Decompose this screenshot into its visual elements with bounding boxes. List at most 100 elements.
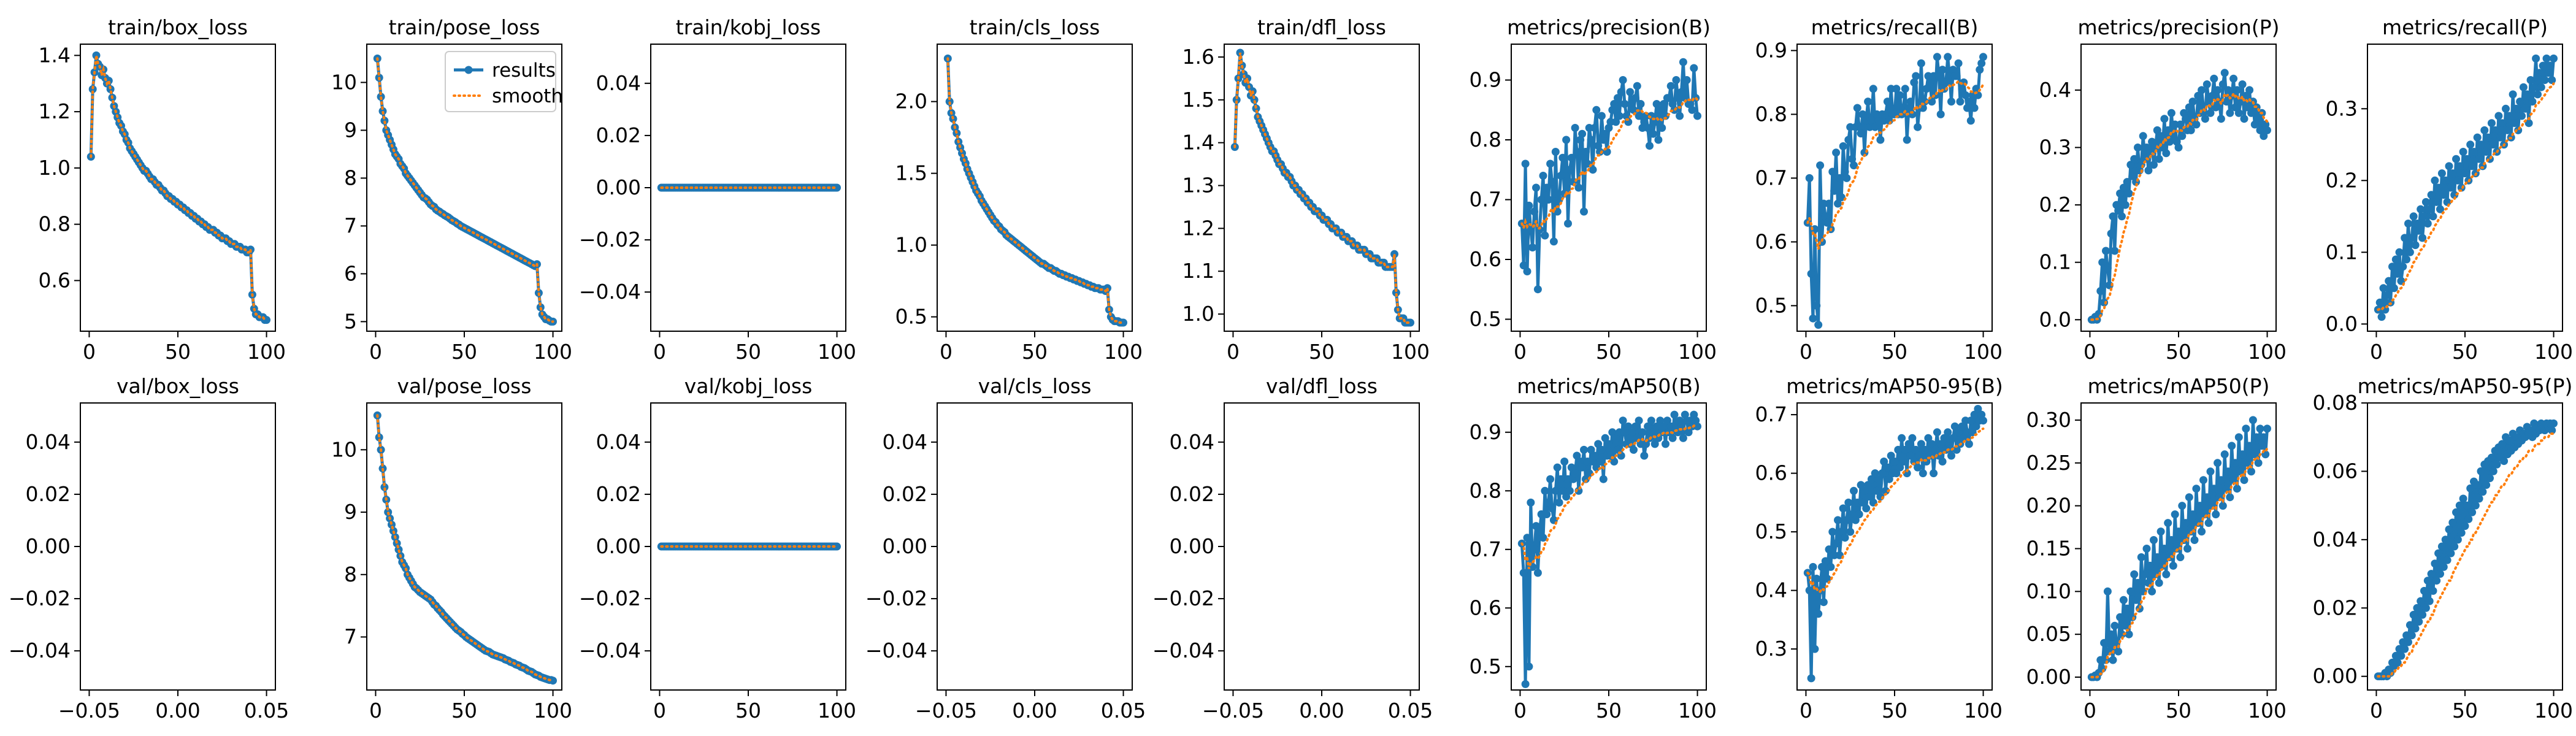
data-point: [2192, 120, 2201, 129]
data-point: [1660, 422, 1668, 431]
data-point: [2185, 493, 2193, 502]
data-point: [1635, 112, 1643, 120]
x-tick-label: 0: [1227, 340, 1240, 364]
data-point: [1931, 445, 1939, 454]
data-point: [1528, 243, 1537, 251]
x-tick-label: 0: [2083, 699, 2096, 723]
data-point: [2464, 515, 2473, 523]
y-tick-label: 1.4: [39, 43, 71, 67]
data-point: [2480, 126, 2489, 134]
data-point: [2463, 501, 2471, 510]
y-tick-label: −0.02: [9, 586, 71, 610]
x-tick-label: 0: [1514, 699, 1527, 723]
y-tick-label: 0.6: [39, 268, 71, 292]
data-point: [2448, 169, 2457, 178]
data-point: [2484, 133, 2493, 142]
data-point: [1841, 534, 1849, 542]
data-point: [1578, 129, 1587, 138]
data-point: [1949, 66, 1957, 74]
y-tick-label: −0.02: [1152, 586, 1214, 610]
y-tick-label: 0.5: [895, 305, 927, 329]
data-point: [1850, 486, 1858, 495]
data-point: [2383, 291, 2391, 299]
data-point: [1549, 237, 1558, 246]
data-point: [2429, 586, 2437, 595]
data-point: [1972, 422, 1980, 431]
data-point: [2478, 488, 2487, 496]
y-tick-label: 0.5: [1755, 519, 1787, 543]
data-point: [2539, 61, 2547, 70]
data-point: [1979, 53, 1987, 61]
data-point: [1841, 167, 1849, 176]
data-point: [2546, 61, 2555, 70]
data-point: [2418, 234, 2427, 242]
data-point: [1825, 545, 1833, 554]
data-point: [2466, 484, 2475, 493]
axes-frame: [937, 402, 1133, 691]
data-point: [1834, 199, 1842, 208]
data-point: [1543, 510, 1551, 518]
y-tick-label: 2.0: [895, 90, 927, 113]
x-tick-label: 100: [2534, 699, 2573, 723]
data-point: [2192, 485, 2201, 493]
data-point: [1855, 510, 1863, 518]
x-tick-label: 100: [818, 699, 856, 723]
legend-results-marker: [464, 66, 473, 74]
data-point: [2155, 578, 2163, 587]
series-results-line: [2376, 56, 2555, 319]
plot-area: [373, 54, 557, 326]
data-point: [1922, 85, 1931, 93]
data-point: [2530, 83, 2539, 91]
data-point: [2453, 176, 2462, 185]
y-tick-label: 0.04: [26, 430, 71, 454]
data-point: [1828, 167, 1837, 176]
data-point: [2434, 549, 2443, 558]
series-smooth-line: [2090, 91, 2269, 321]
plot-area: [1803, 53, 1987, 329]
data-point: [2126, 587, 2135, 596]
data-point: [1644, 422, 1652, 431]
data-point: [1519, 569, 1528, 577]
plot-area: [657, 542, 841, 551]
data-point: [2176, 553, 2185, 561]
data-point: [1672, 76, 1681, 84]
data-point: [2487, 453, 2496, 462]
y-tick-label: 8: [344, 166, 357, 190]
data-point: [1530, 545, 1539, 554]
data-point: [1679, 434, 1687, 442]
data-point: [2505, 112, 2513, 120]
y-tick-label: −0.04: [9, 638, 71, 662]
plot-area: [1230, 48, 1414, 327]
data-point: [1662, 112, 1669, 120]
data-point: [2498, 119, 2507, 128]
data-point: [1835, 174, 1844, 182]
plot-area: [2374, 54, 2558, 321]
data-point: [1930, 469, 1938, 478]
data-point: [1903, 136, 1911, 144]
data-point: [1590, 124, 1599, 132]
data-point: [1551, 486, 1560, 495]
data-point: [1936, 440, 1945, 448]
x-tick-label: 0: [1800, 340, 1812, 364]
data-point: [1525, 201, 1533, 210]
data-point: [1640, 451, 1649, 460]
data-point: [2443, 556, 2451, 564]
y-tick-label: 7: [344, 213, 357, 237]
data-point: [1933, 428, 1941, 437]
data-point: [1869, 85, 1877, 93]
data-point: [1608, 105, 1617, 114]
x-tick-label: −0.05: [1202, 699, 1264, 723]
data-point: [1908, 434, 1917, 442]
data-point: [2493, 460, 2501, 469]
data-point: [2436, 205, 2444, 213]
data-point: [1406, 318, 1414, 327]
data-point: [1567, 153, 1576, 162]
data-point: [2100, 298, 2109, 307]
data-point: [1910, 78, 1919, 86]
data-point: [1874, 475, 1883, 483]
data-point: [2096, 287, 2105, 295]
x-tick-label: −0.05: [58, 699, 120, 723]
data-point: [1827, 562, 1835, 571]
data-point: [1647, 416, 1655, 425]
data-point: [2489, 467, 2497, 475]
